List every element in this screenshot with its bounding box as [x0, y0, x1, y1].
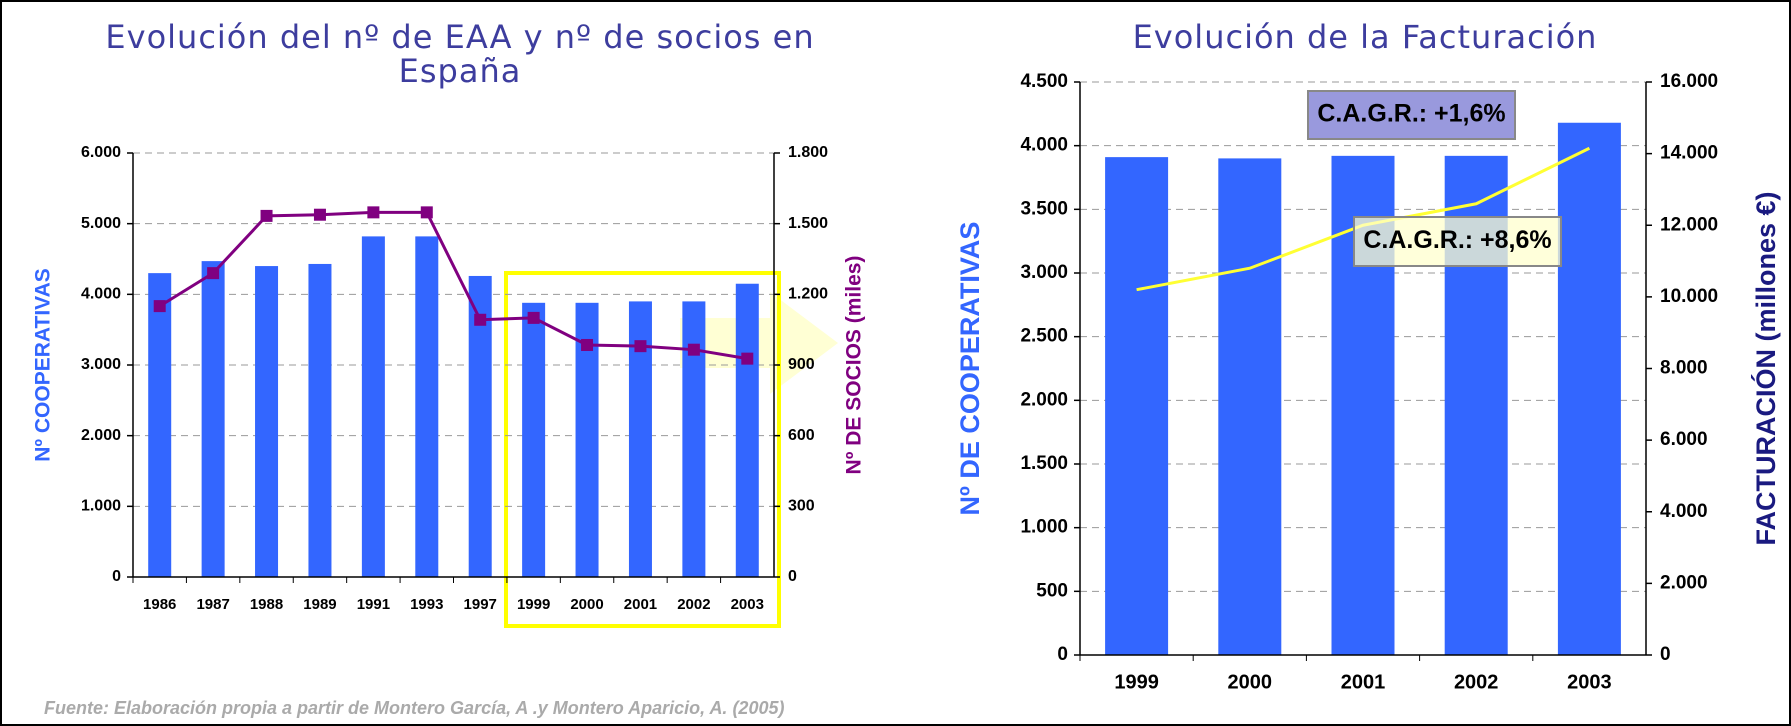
y-axis-label: Nº DE COOPERATIVAS — [955, 222, 985, 516]
y-tick-label: 1.500 — [1020, 453, 1068, 474]
y2-tick-label: 14.000 — [1660, 143, 1718, 164]
y-tick-label: 1.000 — [81, 498, 121, 515]
y-axis-label: Nº COOPERATIVAS — [32, 268, 55, 462]
bar — [255, 266, 279, 577]
x-tick-label: 1991 — [357, 596, 390, 613]
bar — [1105, 157, 1169, 656]
highlight-box — [504, 271, 781, 628]
chart-title: Evolución del nº de EAA y nº de socios e… — [105, 18, 815, 90]
y-tick-label: 4.500 — [1020, 71, 1068, 92]
annotation: C.A.G.R.: +8,6% — [1363, 226, 1551, 254]
x-tick-label: 1989 — [303, 596, 336, 613]
y2-tick-label: 2.000 — [1660, 572, 1708, 593]
bar — [628, 301, 652, 577]
bar — [361, 236, 385, 578]
x-tick-label: 1988 — [250, 596, 283, 613]
y2-tick-label: 12.000 — [1660, 214, 1718, 235]
y2-tick-label: 600 — [788, 427, 815, 444]
x-tick-label: 2001 — [624, 596, 657, 613]
y-tick-label: 4.000 — [81, 286, 121, 303]
y2-tick-label: 0 — [788, 568, 797, 585]
y-tick-label: 1.000 — [1020, 517, 1068, 538]
annotation-box — [1307, 90, 1516, 140]
marker — [474, 313, 487, 326]
marker — [741, 352, 754, 365]
y2-axis-label: Nº DE SOCIOS (miles) — [843, 256, 866, 475]
marker — [367, 206, 380, 219]
y-tick-label: 5.000 — [81, 215, 121, 232]
bar — [1557, 122, 1621, 656]
annotation-box — [1353, 216, 1562, 267]
x-tick-label: 2002 — [1454, 671, 1499, 693]
y-tick-label: 3.500 — [1020, 198, 1068, 219]
y2-tick-label: 4.000 — [1660, 501, 1708, 522]
y2-tick-label: 6.000 — [1660, 429, 1708, 450]
y2-tick-label: 1.500 — [788, 215, 828, 232]
y-tick-label: 500 — [1036, 580, 1068, 601]
y-tick-label: 3.000 — [81, 356, 121, 373]
line — [158, 210, 748, 361]
bar — [522, 302, 546, 577]
marker — [313, 208, 326, 221]
x-tick-label: 1993 — [410, 596, 443, 613]
annotation: C.A.G.R.: +1,6% — [1317, 100, 1505, 128]
x-tick-label: 1987 — [196, 596, 229, 613]
y-tick-label: 0 — [112, 568, 121, 585]
chart-title: Evolución de la Facturación — [1132, 18, 1598, 56]
bar — [148, 273, 172, 577]
y-tick-label: 4.000 — [1020, 135, 1068, 156]
x-tick-label: 2000 — [570, 596, 603, 613]
y2-tick-label: 1.800 — [788, 144, 828, 161]
marker — [687, 343, 700, 356]
y2-tick-label: 0 — [1660, 644, 1671, 665]
x-tick-label: 2001 — [1341, 671, 1386, 693]
bar — [735, 283, 759, 577]
bar — [468, 275, 492, 577]
x-tick-label: 2003 — [731, 596, 764, 613]
x-tick-label: 1997 — [464, 596, 497, 613]
marker — [420, 206, 433, 219]
y-tick-label: 0 — [1057, 644, 1068, 665]
x-tick-label: 1999 — [1114, 671, 1159, 693]
marker — [634, 340, 647, 353]
y2-tick-label: 8.000 — [1660, 358, 1708, 379]
x-tick-label: 1986 — [143, 596, 176, 613]
y2-tick-label: 16.000 — [1660, 71, 1718, 92]
x-tick-label: 1999 — [517, 596, 550, 613]
y-tick-label: 2.500 — [1020, 326, 1068, 347]
bar — [308, 263, 332, 577]
marker — [581, 338, 594, 351]
x-tick-label: 2002 — [677, 596, 710, 613]
y2-tick-label: 10.000 — [1660, 286, 1718, 307]
y-tick-label: 6.000 — [81, 144, 121, 161]
bar — [682, 301, 706, 577]
y-tick-label: 2.000 — [81, 427, 121, 444]
y-tick-label: 2.000 — [1020, 389, 1068, 410]
marker — [207, 267, 220, 280]
bar — [201, 261, 225, 577]
marker — [260, 209, 273, 222]
y2-tick-label: 900 — [788, 356, 815, 373]
bar — [1218, 158, 1282, 655]
arrow — [680, 292, 838, 394]
y2-tick-label: 1.200 — [788, 286, 828, 303]
marker — [527, 311, 540, 324]
y-tick-label: 3.000 — [1020, 262, 1068, 283]
marker — [153, 300, 166, 313]
source-note: Fuente: Elaboración propia a partir de M… — [44, 698, 785, 718]
y2-tick-label: 300 — [788, 498, 815, 515]
x-tick-label: 2000 — [1228, 671, 1273, 693]
x-tick-label: 2003 — [1567, 671, 1612, 693]
y2-axis-label: FACTURACIÓN (millones €) — [1750, 191, 1781, 545]
bar — [415, 236, 439, 578]
bar — [575, 302, 599, 577]
